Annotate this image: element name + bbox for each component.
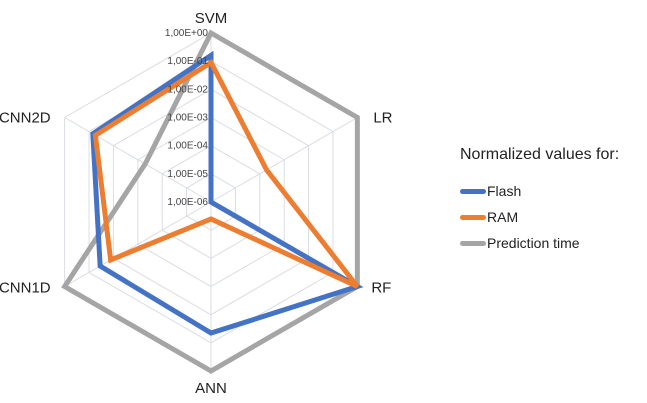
axis-label-lr: LR: [373, 110, 392, 127]
axis-label-ann: ANN: [195, 380, 227, 397]
legend-swatch: [460, 188, 486, 194]
tick-label: 1,00E-03: [167, 113, 208, 124]
tick-label: 1,00E-02: [167, 84, 208, 95]
legend-swatch: [460, 214, 486, 220]
tick-label: 1,00E-05: [167, 169, 208, 180]
tick-label: 1,00E-04: [167, 141, 208, 152]
legend-label: RAM: [487, 209, 519, 225]
tick-labels: 1,00E-06 1,00E-05 1,00E-04 1,00E-03 1,00E-02…: [165, 28, 209, 208]
axis-label-rf: RF: [371, 280, 391, 297]
series-layer: [61, 29, 364, 374]
legend: Normalized values for: Flash RAM Predictio…: [460, 146, 619, 256]
legend-title: Normalized values for:: [460, 146, 620, 163]
legend-swatch: [460, 240, 486, 246]
axis-labels: SVM LR RF ANN CNN1D CNN2D: [0, 10, 393, 397]
tick-label: 1,00E-06: [167, 197, 208, 208]
legend-item-ram: RAM: [460, 204, 619, 230]
legend-label: Flash: [487, 183, 522, 199]
axis-label-cnn2d: CNN2D: [0, 110, 51, 127]
axis-spoke: [64, 201, 212, 287]
tick-label: 1,00E-01: [167, 56, 208, 67]
axis-label-cnn1d: CNN1D: [0, 280, 51, 297]
tick-label: 1,00E+00: [165, 28, 209, 39]
axis-spoke: [64, 117, 212, 203]
axis-label-svm: SVM: [195, 10, 228, 27]
legend-label: Prediction time: [487, 235, 580, 251]
legend-item-prediction-time: Prediction time: [460, 230, 619, 256]
legend-item-flash: Flash: [460, 178, 619, 204]
axis-spoke: [210, 117, 358, 203]
